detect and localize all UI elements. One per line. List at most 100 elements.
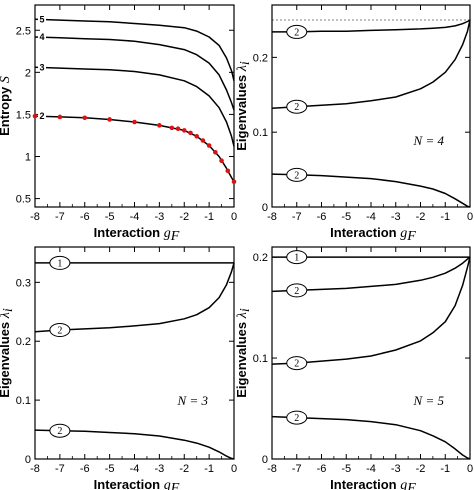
x-tick-label: -1 xyxy=(204,211,214,223)
x-tick-label: -5 xyxy=(105,211,115,223)
data-point xyxy=(213,149,218,155)
x-tick-label: 0 xyxy=(467,463,473,475)
series-line xyxy=(271,256,471,365)
x-axis-label: Interaction gF xyxy=(94,225,180,244)
series-label-circle xyxy=(286,410,308,425)
series-line xyxy=(271,415,471,460)
series-label: 2 xyxy=(294,286,299,297)
series-label: 2 xyxy=(57,326,62,337)
data-point xyxy=(157,123,162,128)
data-point xyxy=(225,168,231,174)
x-axis-label: Interaction gF xyxy=(330,477,416,490)
x-tick-label: -8 xyxy=(267,211,277,223)
panel-annotation: N = 4 xyxy=(413,133,445,148)
panel-annotation: N = 3 xyxy=(177,393,209,408)
x-axis-label: Interaction gF xyxy=(94,477,180,490)
y-tick-label: 0 xyxy=(25,454,31,466)
x-tick-label: 0 xyxy=(231,211,237,223)
series-label-bg xyxy=(38,14,46,24)
series-label: 2 xyxy=(39,111,44,121)
series-label-bg xyxy=(38,111,46,121)
data-point xyxy=(188,130,193,136)
x-tick-label: -7 xyxy=(55,211,65,223)
series-label-circle xyxy=(286,250,308,265)
series-label-circle xyxy=(49,323,71,338)
series-label-circle xyxy=(286,356,308,371)
y-axis-label: Eigenvalues λi xyxy=(0,308,16,398)
x-tick-label: -8 xyxy=(30,463,40,475)
x-tick-label: -5 xyxy=(341,211,351,223)
series-label-bg xyxy=(38,62,46,72)
y-tick-label: 0.2 xyxy=(16,336,31,348)
series-line xyxy=(34,66,235,147)
data-point xyxy=(57,114,63,120)
series-line xyxy=(34,115,235,183)
series-label: 4 xyxy=(39,32,44,42)
x-tick-label: -3 xyxy=(391,463,401,475)
series-label: 5 xyxy=(39,14,44,24)
x-tick-label: 0 xyxy=(231,463,237,475)
y-tick-label: 0.1 xyxy=(16,395,31,407)
data-point xyxy=(107,117,112,122)
x-tick-label: -1 xyxy=(440,211,450,223)
series-line xyxy=(272,19,471,33)
series-label: 1 xyxy=(294,253,299,264)
y-tick-label: 0.2 xyxy=(253,252,268,264)
data-point xyxy=(219,158,224,164)
series-line xyxy=(34,18,235,81)
series-line xyxy=(271,19,471,109)
y-tick-label: 1 xyxy=(25,152,31,164)
x-tick-label: -3 xyxy=(154,463,164,475)
series-label-bg xyxy=(38,31,46,41)
y-tick-label: 0 xyxy=(262,202,268,214)
y-tick-label: 0.3 xyxy=(16,277,31,289)
series-label-circle xyxy=(286,24,308,39)
y-axis-label: Eigenvalues λi xyxy=(234,308,253,398)
x-tick-label: -2 xyxy=(416,211,426,223)
x-tick-label: -8 xyxy=(267,463,277,475)
panel-n4: -8 -7 -6 -5 -4 -3 -2 -1 0 0 0.1 0.2 Interaction gF Ei… xyxy=(234,4,473,244)
x-tick-label: -2 xyxy=(416,463,426,475)
series-label-circle xyxy=(49,423,71,438)
data-point xyxy=(175,126,181,132)
x-tick-label: -3 xyxy=(154,211,164,223)
x-tick-label: -7 xyxy=(292,211,302,223)
data-point xyxy=(82,115,88,121)
series-label: 2 xyxy=(294,27,299,38)
data-point xyxy=(206,143,212,148)
x-tick-label: -4 xyxy=(130,211,140,223)
data-point xyxy=(200,138,206,143)
y-tick-label: 1.5 xyxy=(16,109,31,121)
data-point xyxy=(169,125,175,131)
x-tick-label: -6 xyxy=(80,211,90,223)
x-tick-label: -4 xyxy=(366,463,376,475)
x-tick-label: -5 xyxy=(105,463,115,475)
y-axis-label: Entropy S xyxy=(0,76,13,136)
data-point xyxy=(231,179,237,185)
x-tick-label: -3 xyxy=(391,211,401,223)
series-label-circle xyxy=(286,167,308,182)
series-line xyxy=(34,429,235,460)
data-point xyxy=(132,119,137,125)
series-label: 2 xyxy=(294,102,299,113)
series-label-circle xyxy=(286,99,308,114)
series-label-circle xyxy=(49,255,71,270)
panel-n5: -8 -7 -6 -5 -4 -3 -2 -1 0 0 0.1 0.2 Interaction gF Ei… xyxy=(234,246,473,490)
x-tick-label: -8 xyxy=(30,211,40,223)
panel-annotation: N = 5 xyxy=(413,393,445,408)
x-tick-label: -2 xyxy=(179,463,189,475)
x-tick-label: -1 xyxy=(204,463,214,475)
x-tick-label: -7 xyxy=(55,463,65,475)
x-axis-label: Interaction gF xyxy=(330,225,416,244)
series-label: 2 xyxy=(294,359,299,370)
x-tick-label: -6 xyxy=(317,211,327,223)
data-point xyxy=(181,128,187,133)
y-tick-label: 0.2 xyxy=(253,52,268,64)
x-tick-label: -2 xyxy=(179,211,189,223)
series-line xyxy=(271,173,471,208)
series-line xyxy=(271,256,471,293)
y-tick-label: 2 xyxy=(25,67,31,79)
x-tick-label: -6 xyxy=(80,463,90,475)
x-tick-label: -7 xyxy=(292,463,302,475)
